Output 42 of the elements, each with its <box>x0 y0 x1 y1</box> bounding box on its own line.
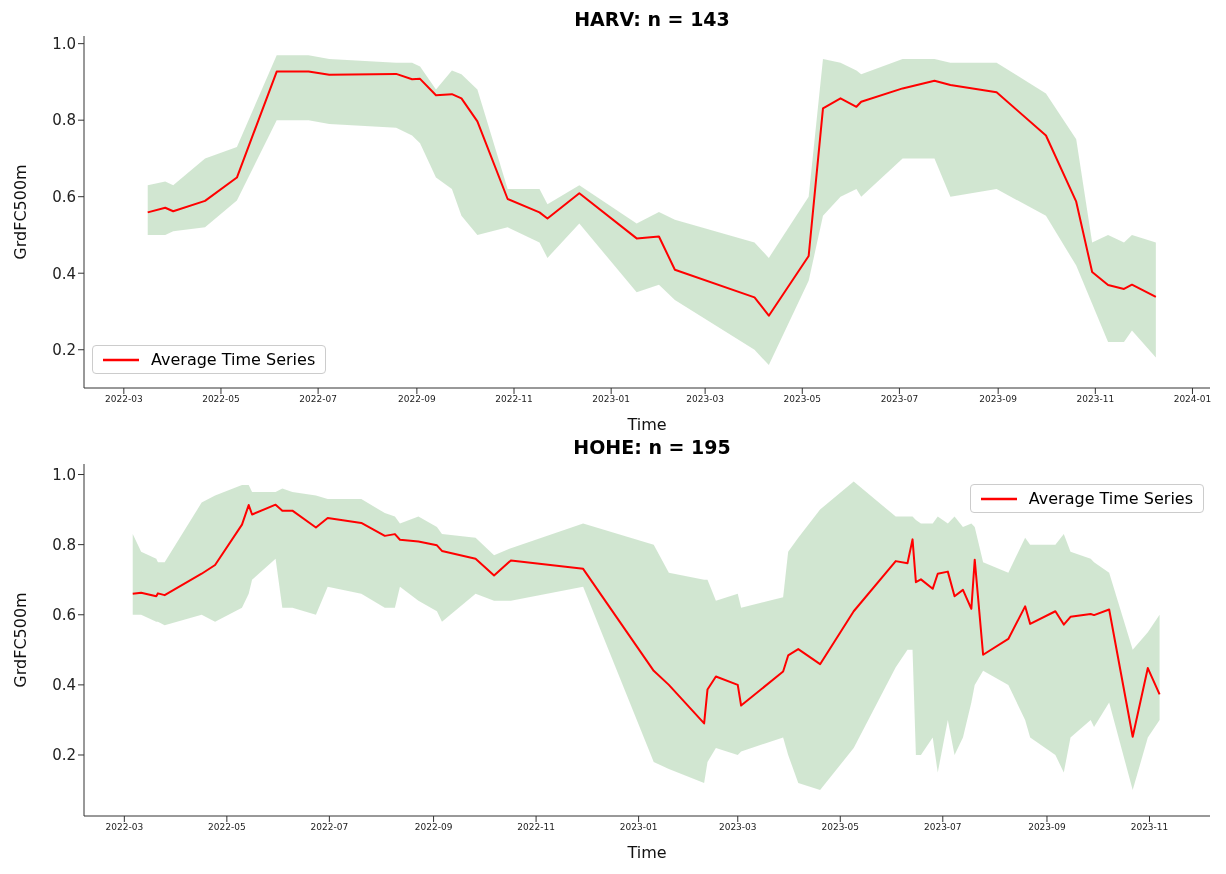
x-tick-label: 2023-07 <box>923 822 962 833</box>
y-tick-label: 0.8 <box>52 535 76 554</box>
x-tick-label: 2023-11 <box>1130 822 1169 833</box>
x-tick-label: 2022-09 <box>414 822 453 833</box>
x-tick-label: 2023-07 <box>880 394 919 405</box>
chart-title: HARV: n = 143 <box>573 8 731 32</box>
x-axis-title: Time <box>626 843 667 862</box>
x-tick-label: 2022-05 <box>202 394 240 405</box>
x-axis-title: Time <box>626 415 667 434</box>
x-tick-label: 2023-05 <box>783 394 822 405</box>
x-tick-label: 2023-11 <box>1076 394 1115 405</box>
y-tick-label: 0.2 <box>52 341 76 360</box>
x-tick-label: 2022-07 <box>299 394 337 405</box>
x-tick-label: 2023-03 <box>718 822 757 833</box>
x-tick-label: 2022-03 <box>105 394 143 405</box>
x-tick-label: 2022-11 <box>517 822 555 833</box>
legend-label: Average Time Series <box>151 350 316 369</box>
y-tick-label: 1.0 <box>52 34 76 53</box>
x-tick-label: 2023-05 <box>821 822 860 833</box>
y-axis-title: GrdFC500m <box>10 164 30 260</box>
x-tick-label: 2023-03 <box>686 394 724 405</box>
x-tick-label: 2023-09 <box>1028 822 1067 833</box>
x-tick-label: 2022-11 <box>495 394 533 405</box>
y-tick-label: 0.4 <box>52 264 76 283</box>
x-tick-label: 2023-01 <box>619 822 658 833</box>
x-tick-label: 2022-05 <box>208 822 246 833</box>
chart-title: HOHE: n = 195 <box>572 436 732 460</box>
y-tick-label: 0.8 <box>52 111 76 130</box>
x-tick-label: 2024-01 <box>1173 394 1212 405</box>
line-series <box>146 70 1157 317</box>
legend-label: Average Time Series <box>1028 489 1193 508</box>
y-tick-label: 1.0 <box>52 465 76 484</box>
x-tick-label: 2022-07 <box>310 822 349 833</box>
y-tick-label: 0.6 <box>52 606 76 625</box>
y-tick-label: 0.2 <box>52 746 76 765</box>
y-tick-label: 0.4 <box>52 676 76 695</box>
x-tick-label: 2023-09 <box>979 394 1018 405</box>
x-tick-label: 2022-03 <box>105 822 144 833</box>
y-axis-title: GrdFC500m <box>10 592 30 688</box>
y-tick-label: 0.6 <box>52 188 76 207</box>
x-tick-label: 2023-01 <box>592 394 630 405</box>
x-tick-label: 2022-09 <box>398 394 436 405</box>
